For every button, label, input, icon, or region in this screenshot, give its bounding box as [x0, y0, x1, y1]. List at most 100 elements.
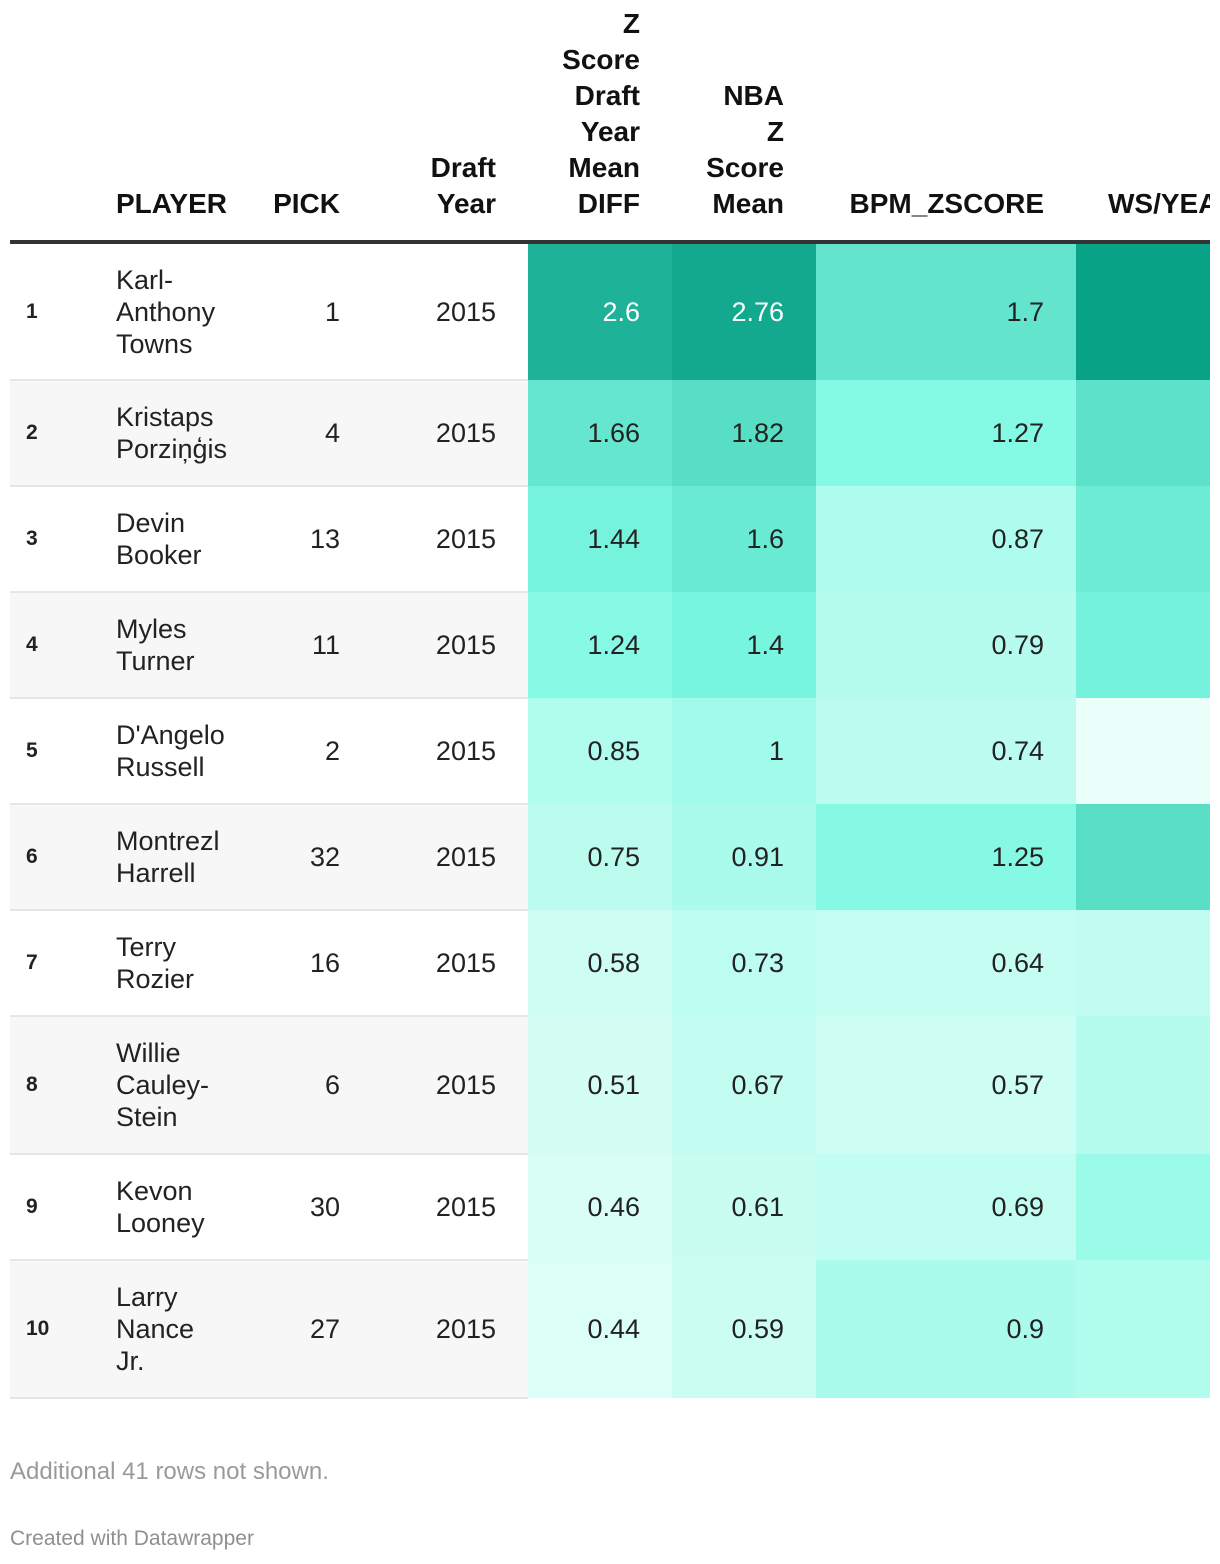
table-row: 10 Larry Nance Jr. 27 2015 0.44 0.59 0.9	[10, 1260, 1210, 1399]
z-diff-cell: 0.85	[528, 698, 672, 804]
ws-year-cell	[1076, 1260, 1210, 1398]
nba-z-cell: 0.73	[672, 910, 816, 1016]
bpm-zscore-cell: 1.27	[816, 380, 1076, 486]
player-name-line: Turner	[116, 646, 195, 676]
z-diff-cell: 2.6	[528, 242, 672, 380]
player-cell: Karl- Anthony Towns	[88, 242, 248, 381]
player-name-line: Porziņģis	[116, 434, 228, 464]
draft-year-cell: 2015	[372, 804, 528, 911]
ws-year-cell	[1076, 380, 1210, 486]
rows-not-shown-note: Additional 41 rows not shown.	[10, 1458, 329, 1485]
nba-z-cell: 2.76	[672, 242, 816, 380]
z-diff-cell: 0.44	[528, 1260, 672, 1398]
table-row: 5 D'Angelo Russell 2 2015 0.85 1 0.74	[10, 698, 1210, 805]
table-row: 9 Kevon Looney 30 2015 0.46 0.61 0.69	[10, 1154, 1210, 1261]
header-row: PLAYER PICK Draft Year Z Score Draft Year Mea…	[10, 0, 1210, 244]
player-cell: Larry Nance Jr.	[88, 1260, 248, 1399]
pick-cell: 2	[248, 698, 372, 805]
player-name-line: Myles	[116, 614, 187, 644]
bpm-zscore-cell: 0.79	[816, 592, 1076, 698]
player-cell: Terry Rozier	[88, 910, 248, 1017]
header-pick: PICK	[248, 0, 372, 244]
player-name-line: Larry	[116, 1282, 178, 1312]
player-name-line: Booker	[116, 540, 202, 570]
pick-cell: 13	[248, 486, 372, 593]
player-name-line: Rozier	[116, 964, 195, 994]
bpm-zscore-cell: 1.25	[816, 804, 1076, 910]
draft-year-cell: 2015	[372, 380, 528, 487]
data-table: PLAYER PICK Draft Year Z Score Draft Year Mea…	[10, 0, 1210, 1399]
rank-cell: 4	[10, 592, 88, 699]
rank-cell: 10	[10, 1260, 88, 1399]
bpm-zscore-cell: 0.64	[816, 910, 1076, 1016]
header-player: PLAYER	[88, 0, 248, 244]
bpm-zscore-cell: 0.74	[816, 698, 1076, 804]
rank-cell: 3	[10, 486, 88, 593]
bpm-zscore-cell: 0.87	[816, 486, 1076, 592]
ws-year-cell	[1076, 1154, 1210, 1260]
table-row: 7 Terry Rozier 16 2015 0.58 0.73 0.64	[10, 910, 1210, 1017]
table-row: 1 Karl- Anthony Towns 1 2015 2.6 2.76 1.7	[10, 242, 1210, 381]
draft-year-cell: 2015	[372, 1154, 528, 1261]
player-cell: Kristaps Porziņģis	[88, 380, 248, 487]
draft-year-cell: 2015	[372, 698, 528, 805]
draft-year-cell: 2015	[372, 910, 528, 1017]
ws-year-cell	[1076, 592, 1210, 698]
z-diff-cell: 1.44	[528, 486, 672, 592]
player-cell: Montrezl Harrell	[88, 804, 248, 911]
player-name-line: Harrell	[116, 858, 196, 888]
z-diff-cell: 1.24	[528, 592, 672, 698]
header-rank	[10, 0, 88, 244]
header-ws-year: WS/YEA	[1076, 0, 1210, 244]
nba-z-cell: 1.82	[672, 380, 816, 486]
player-cell: Myles Turner	[88, 592, 248, 699]
rank-cell: 1	[10, 242, 88, 381]
rank-cell: 6	[10, 804, 88, 911]
player-name-line: Nance	[116, 1314, 195, 1344]
ws-year-cell	[1076, 804, 1210, 910]
nba-z-cell: 0.59	[672, 1260, 816, 1398]
player-cell: Willie Cauley- Stein	[88, 1016, 248, 1155]
player-cell: Devin Booker	[88, 486, 248, 593]
player-cell: Kevon Looney	[88, 1154, 248, 1261]
draft-year-cell: 2015	[372, 242, 528, 381]
z-diff-cell: 0.75	[528, 804, 672, 910]
player-name-line: Jr.	[116, 1346, 145, 1376]
player-name-line: Russell	[116, 752, 205, 782]
table-row: 3 Devin Booker 13 2015 1.44 1.6 0.87	[10, 486, 1210, 593]
player-name-line: Devin	[116, 508, 186, 538]
rank-cell: 5	[10, 698, 88, 805]
ws-year-cell	[1076, 910, 1210, 1016]
ws-year-cell	[1076, 698, 1210, 804]
z-diff-cell: 1.66	[528, 380, 672, 486]
player-name-line: Karl-	[116, 264, 174, 295]
ws-year-cell	[1076, 242, 1210, 380]
table-container: PLAYER PICK Draft Year Z Score Draft Year Mea…	[10, 0, 1210, 1399]
player-name-line: Stein	[116, 1102, 178, 1132]
table-body: 1 Karl- Anthony Towns 1 2015 2.6 2.76 1.7 2 Krista…	[10, 242, 1210, 1399]
pick-cell: 30	[248, 1154, 372, 1261]
player-name-line: Towns	[116, 328, 193, 359]
player-name-line: Cauley-	[116, 1070, 210, 1100]
table-row: 4 Myles Turner 11 2015 1.24 1.4 0.79	[10, 592, 1210, 699]
nba-z-cell: 0.67	[672, 1016, 816, 1154]
pick-cell: 6	[248, 1016, 372, 1155]
table-row: 2 Kristaps Porziņģis 4 2015 1.66 1.82 1.27	[10, 380, 1210, 487]
ws-year-cell	[1076, 486, 1210, 592]
draft-year-cell: 2015	[372, 592, 528, 699]
nba-z-cell: 1.4	[672, 592, 816, 698]
datawrapper-credit: Created with Datawrapper	[10, 1527, 254, 1550]
pick-cell: 16	[248, 910, 372, 1017]
pick-cell: 27	[248, 1260, 372, 1399]
bpm-zscore-cell: 0.57	[816, 1016, 1076, 1154]
player-name-line: Anthony	[116, 296, 216, 327]
pick-cell: 4	[248, 380, 372, 487]
player-cell: D'Angelo Russell	[88, 698, 248, 805]
draft-year-cell: 2015	[372, 1016, 528, 1155]
player-name-line: Looney	[116, 1208, 205, 1238]
draft-year-cell: 2015	[372, 1260, 528, 1399]
rank-cell: 7	[10, 910, 88, 1017]
rank-cell: 2	[10, 380, 88, 487]
header-bpm-zscore: BPM_ZSCORE	[816, 0, 1076, 244]
bpm-zscore-cell: 0.69	[816, 1154, 1076, 1260]
